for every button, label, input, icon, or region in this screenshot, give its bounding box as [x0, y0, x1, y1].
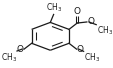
Text: O: O	[17, 45, 24, 54]
Text: O: O	[73, 7, 80, 16]
Text: CH$_3$: CH$_3$	[83, 51, 99, 64]
Text: CH$_3$: CH$_3$	[96, 25, 112, 37]
Text: O: O	[86, 17, 93, 26]
Text: CH$_3$: CH$_3$	[1, 51, 17, 64]
Text: O: O	[76, 45, 83, 54]
Text: CH$_3$: CH$_3$	[46, 2, 62, 14]
